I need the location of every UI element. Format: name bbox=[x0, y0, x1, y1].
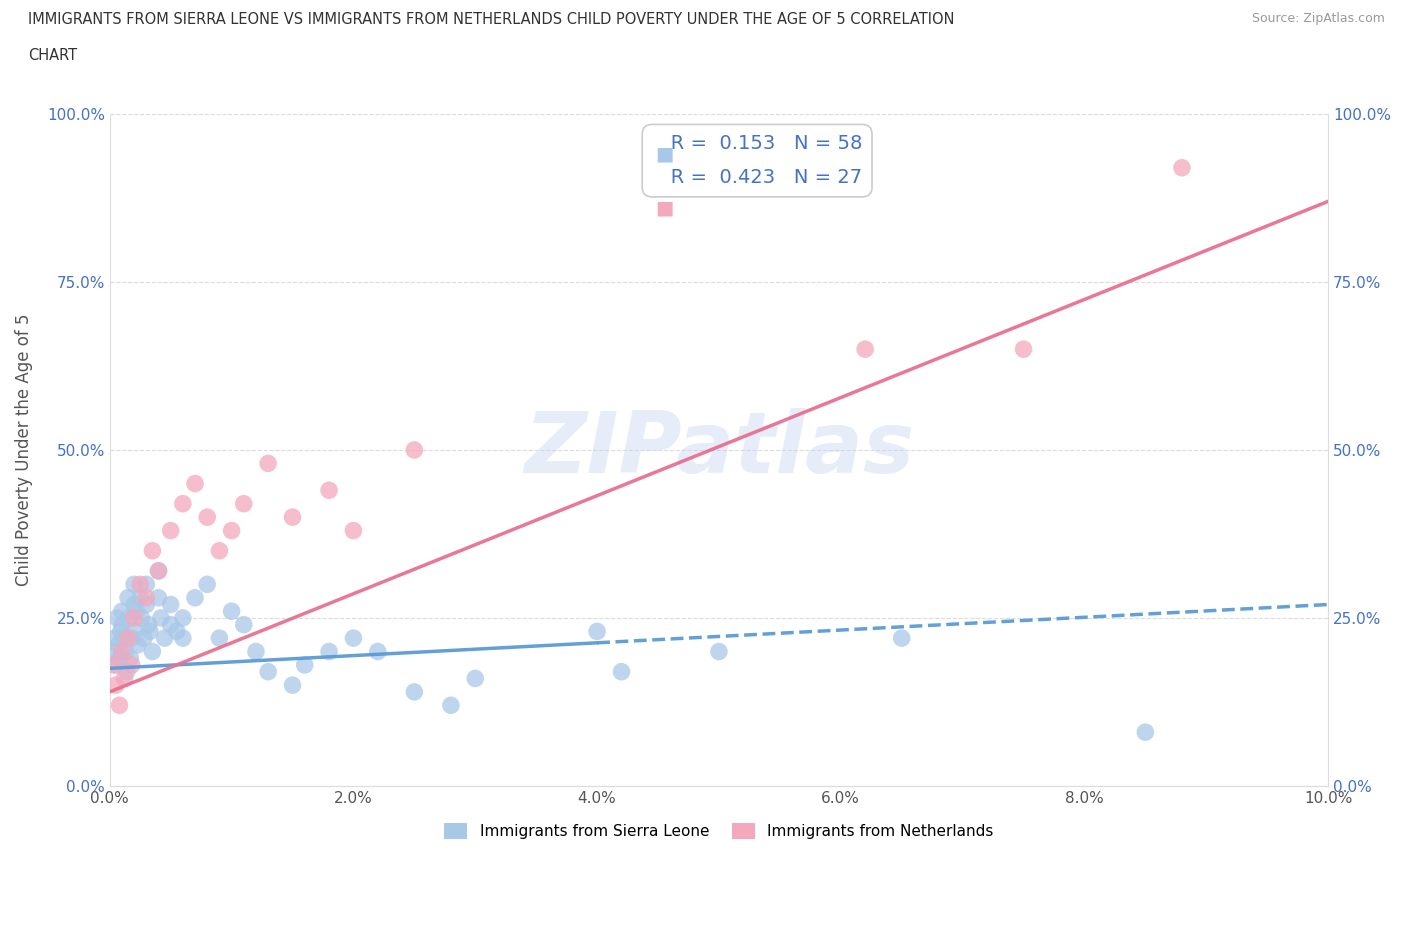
Point bbox=[195, 577, 218, 591]
Point bbox=[257, 456, 280, 471]
Point bbox=[586, 624, 609, 639]
Point bbox=[110, 624, 132, 639]
Point bbox=[195, 510, 218, 525]
Point bbox=[138, 618, 160, 632]
Point bbox=[127, 637, 149, 652]
Point bbox=[139, 624, 162, 639]
Point bbox=[122, 577, 145, 591]
Point bbox=[342, 631, 364, 645]
Point bbox=[245, 644, 267, 659]
Point bbox=[122, 597, 145, 612]
Point bbox=[107, 637, 129, 652]
Point bbox=[141, 543, 163, 558]
Point bbox=[125, 604, 148, 618]
Point bbox=[117, 591, 139, 605]
Point bbox=[166, 624, 188, 639]
Y-axis label: Child Poverty Under the Age of 5: Child Poverty Under the Age of 5 bbox=[15, 313, 32, 586]
Point bbox=[208, 631, 231, 645]
Point bbox=[707, 644, 730, 659]
Point bbox=[121, 631, 143, 645]
Point bbox=[129, 577, 152, 591]
Point bbox=[122, 610, 145, 625]
Point bbox=[257, 664, 280, 679]
Point bbox=[184, 591, 207, 605]
Point bbox=[112, 671, 135, 685]
Legend: Immigrants from Sierra Leone, Immigrants from Netherlands: Immigrants from Sierra Leone, Immigrants… bbox=[439, 817, 1000, 845]
Point bbox=[111, 604, 134, 618]
Point bbox=[610, 664, 633, 679]
Point bbox=[108, 651, 131, 666]
Point bbox=[318, 483, 340, 498]
Point bbox=[108, 698, 131, 712]
Point bbox=[121, 658, 143, 672]
Point bbox=[232, 618, 254, 632]
Point bbox=[1135, 724, 1157, 739]
Point bbox=[342, 524, 364, 538]
Point bbox=[135, 597, 157, 612]
Point bbox=[114, 644, 136, 659]
Point bbox=[112, 631, 135, 645]
Point bbox=[135, 591, 157, 605]
Point bbox=[853, 341, 876, 356]
Point bbox=[404, 443, 426, 458]
Point bbox=[135, 577, 157, 591]
Point bbox=[221, 524, 243, 538]
Point bbox=[132, 631, 155, 645]
Point bbox=[148, 564, 170, 578]
Text: ZIPatlas: ZIPatlas bbox=[524, 408, 914, 491]
Point bbox=[104, 678, 127, 693]
Point bbox=[118, 610, 141, 625]
Point bbox=[120, 651, 142, 666]
Point bbox=[184, 476, 207, 491]
Point bbox=[294, 658, 316, 672]
Point bbox=[103, 644, 125, 659]
Point bbox=[153, 631, 176, 645]
Point bbox=[464, 671, 486, 685]
Text: CHART: CHART bbox=[28, 48, 77, 63]
Point bbox=[232, 497, 254, 512]
Point bbox=[159, 597, 181, 612]
Point bbox=[117, 631, 139, 645]
Point bbox=[104, 631, 127, 645]
Point bbox=[1012, 341, 1035, 356]
Point bbox=[172, 631, 194, 645]
Text: ■: ■ bbox=[655, 198, 673, 217]
Point bbox=[148, 564, 170, 578]
Point bbox=[111, 644, 134, 659]
Text: ■: ■ bbox=[655, 144, 673, 164]
Point bbox=[404, 684, 426, 699]
Point bbox=[149, 610, 172, 625]
Point bbox=[148, 591, 170, 605]
Text: Source: ZipAtlas.com: Source: ZipAtlas.com bbox=[1251, 12, 1385, 25]
Point bbox=[141, 644, 163, 659]
Point bbox=[159, 618, 181, 632]
Point bbox=[172, 610, 194, 625]
Point bbox=[103, 658, 125, 672]
Point bbox=[890, 631, 912, 645]
Point bbox=[172, 497, 194, 512]
Point bbox=[318, 644, 340, 659]
Point bbox=[367, 644, 389, 659]
Point bbox=[122, 624, 145, 639]
Point bbox=[281, 678, 304, 693]
Point bbox=[104, 658, 127, 672]
Point bbox=[1171, 160, 1194, 175]
Point bbox=[105, 610, 128, 625]
Point bbox=[129, 591, 152, 605]
Text: IMMIGRANTS FROM SIERRA LEONE VS IMMIGRANTS FROM NETHERLANDS CHILD POVERTY UNDER : IMMIGRANTS FROM SIERRA LEONE VS IMMIGRAN… bbox=[28, 12, 955, 27]
Point bbox=[281, 510, 304, 525]
Point bbox=[111, 618, 134, 632]
Point bbox=[131, 610, 153, 625]
Point bbox=[208, 543, 231, 558]
Point bbox=[115, 664, 138, 679]
Point bbox=[159, 524, 181, 538]
Point bbox=[440, 698, 463, 712]
Point bbox=[221, 604, 243, 618]
Text: R =  0.153   N = 58
   R =  0.423   N = 27: R = 0.153 N = 58 R = 0.423 N = 27 bbox=[652, 134, 862, 187]
